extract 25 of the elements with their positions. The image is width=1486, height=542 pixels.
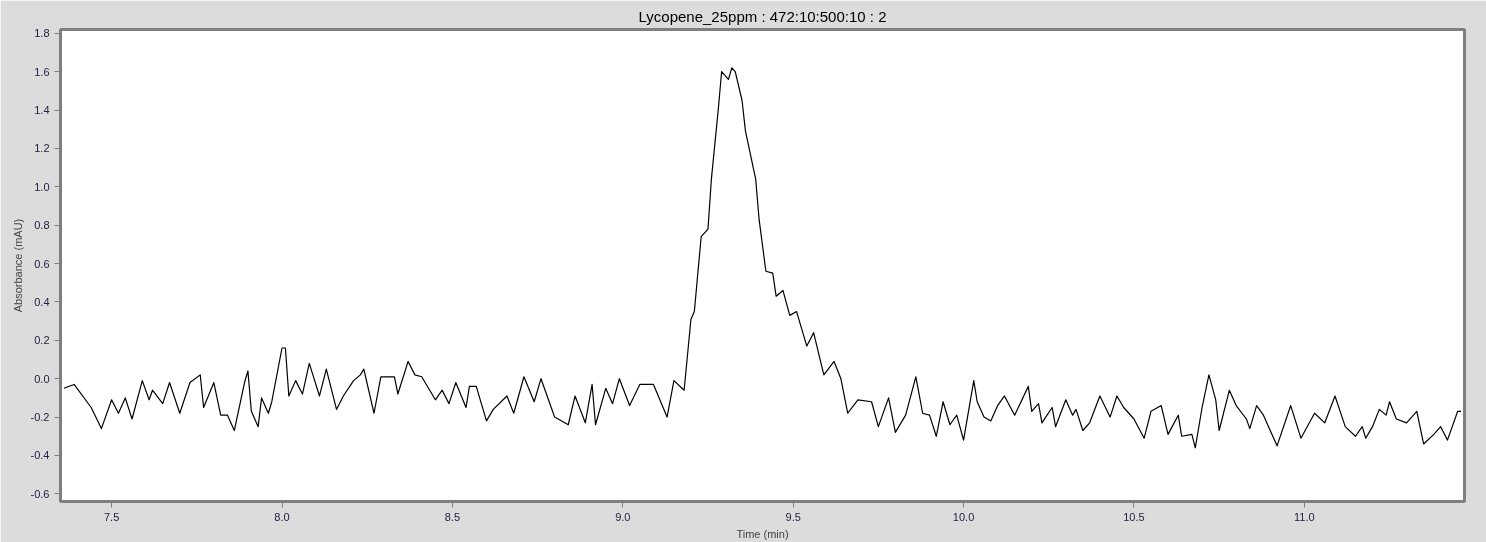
x-tick-label: 9.0: [615, 510, 631, 523]
y-tick-label: 0.0: [34, 372, 50, 385]
x-tick-label: 10.0: [952, 510, 975, 523]
x-tick-label: 10.5: [1123, 510, 1145, 523]
y-tick-label: -0.2: [30, 411, 50, 424]
y-tick-label: 0.2: [34, 334, 50, 347]
y-tick-label: -0.6: [30, 487, 50, 500]
x-tick-label: 8.5: [444, 510, 461, 523]
x-tick-label: 8.0: [274, 510, 290, 523]
y-tick-label: -0.4: [30, 449, 50, 462]
y-tick-label: 1.6: [34, 65, 50, 78]
y-tick-label: 0.8: [34, 219, 50, 232]
x-tick-label: 11.0: [1294, 510, 1315, 523]
y-tick-label: 0.4: [34, 295, 50, 308]
x-tick-label: 9.5: [785, 510, 801, 523]
y-tick-label: 1.2: [34, 142, 50, 155]
line-series: [63, 67, 1462, 449]
y-tick-label: 0.6: [34, 257, 50, 270]
y-axis-title: Absorbance (mAU): [11, 218, 24, 313]
y-tick-label: 1.0: [34, 180, 50, 193]
chart-title: Lycopene_25ppm : 472:10:500:10 : 2: [638, 7, 887, 25]
x-axis-title: Time (min): [736, 527, 789, 540]
y-tick-label: 1.8: [34, 27, 50, 40]
x-tick-label: 7.5: [103, 510, 120, 523]
y-tick-label: 1.4: [34, 104, 50, 117]
